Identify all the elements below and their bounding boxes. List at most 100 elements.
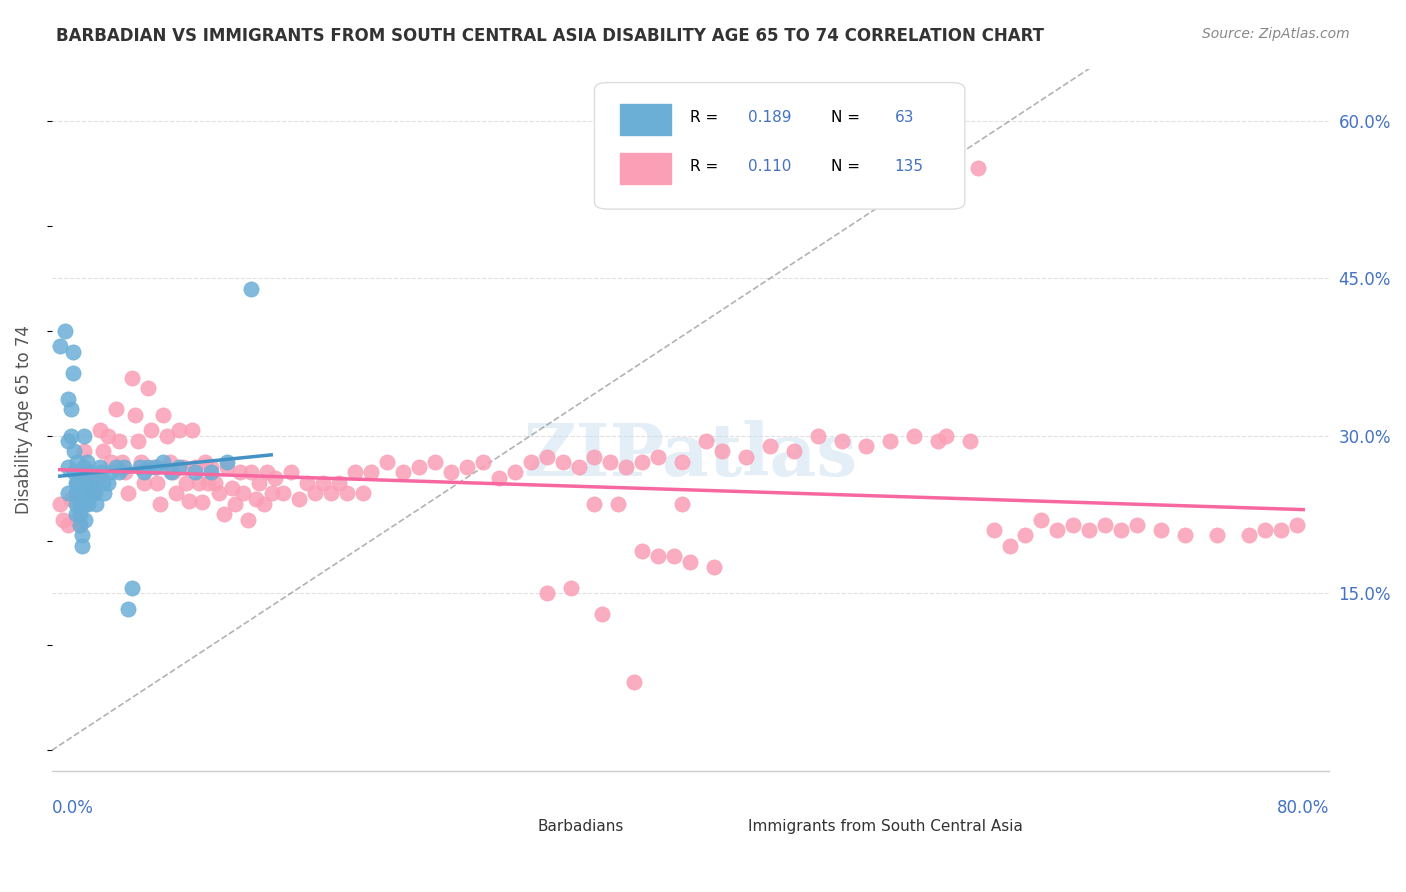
Point xyxy=(319,486,342,500)
Point xyxy=(67,466,90,480)
Point xyxy=(56,434,79,448)
Point xyxy=(139,424,162,438)
Point xyxy=(75,512,97,526)
Point xyxy=(200,466,222,480)
Point xyxy=(783,444,806,458)
Point xyxy=(1109,523,1132,537)
Point xyxy=(328,475,350,490)
Point xyxy=(65,486,87,500)
Point xyxy=(104,460,127,475)
Bar xyxy=(499,817,530,835)
Point xyxy=(79,466,101,480)
Point xyxy=(295,475,318,490)
Point xyxy=(59,491,82,506)
Point xyxy=(76,475,98,490)
Point xyxy=(48,339,70,353)
Point xyxy=(69,517,91,532)
Text: BARBADIAN VS IMMIGRANTS FROM SOUTH CENTRAL ASIA DISABILITY AGE 65 TO 74 CORRELAT: BARBADIAN VS IMMIGRANTS FROM SOUTH CENTR… xyxy=(56,27,1045,45)
Point xyxy=(208,486,231,500)
Point xyxy=(76,466,98,480)
Point xyxy=(1031,512,1053,526)
Point xyxy=(184,460,207,475)
Point xyxy=(70,539,93,553)
Point xyxy=(128,460,150,475)
Point xyxy=(169,424,191,438)
Point xyxy=(583,450,606,464)
Text: R =: R = xyxy=(690,160,724,175)
Point xyxy=(191,494,214,508)
Point xyxy=(52,512,75,526)
Point xyxy=(1062,517,1084,532)
Point xyxy=(69,517,91,532)
Point xyxy=(69,497,91,511)
Point xyxy=(695,434,717,448)
Point xyxy=(73,444,96,458)
Point xyxy=(392,466,415,480)
Bar xyxy=(620,153,671,185)
Point xyxy=(679,555,702,569)
Point xyxy=(240,466,263,480)
Bar xyxy=(703,817,735,835)
Point xyxy=(671,497,693,511)
Point xyxy=(959,434,981,448)
Point xyxy=(536,586,558,600)
Point xyxy=(66,475,89,490)
Point xyxy=(73,481,96,495)
Text: Immigrants from South Central Asia: Immigrants from South Central Asia xyxy=(748,819,1022,834)
Point xyxy=(260,486,283,500)
Point xyxy=(127,434,149,448)
Point xyxy=(288,491,311,506)
Point xyxy=(647,450,669,464)
Point xyxy=(129,455,152,469)
Point xyxy=(855,439,877,453)
Point xyxy=(91,475,114,490)
Point xyxy=(90,466,112,480)
Point xyxy=(519,455,541,469)
Point xyxy=(280,466,302,480)
Point xyxy=(65,497,87,511)
Point xyxy=(174,475,197,490)
Point xyxy=(807,428,830,442)
Point xyxy=(89,460,111,475)
Point xyxy=(200,460,222,475)
Point xyxy=(134,475,156,490)
Point xyxy=(879,434,901,448)
Point xyxy=(551,455,574,469)
Point xyxy=(599,455,621,469)
Point xyxy=(93,486,115,500)
Point xyxy=(336,486,359,500)
Point xyxy=(59,402,82,417)
Point xyxy=(423,455,446,469)
Point xyxy=(53,324,76,338)
Point xyxy=(117,601,139,615)
Point xyxy=(107,434,129,448)
Point xyxy=(70,528,93,542)
Point xyxy=(935,428,957,442)
Point xyxy=(456,460,478,475)
Point xyxy=(264,470,287,484)
Point xyxy=(375,455,398,469)
Point xyxy=(184,466,207,480)
Point xyxy=(408,460,430,475)
Point xyxy=(253,497,276,511)
Point xyxy=(165,486,187,500)
Point xyxy=(271,486,294,500)
Text: 80.0%: 80.0% xyxy=(1277,799,1329,817)
Point xyxy=(256,466,278,480)
Point xyxy=(121,371,143,385)
Point xyxy=(136,460,159,475)
Point xyxy=(488,470,510,484)
Point xyxy=(304,486,326,500)
Point xyxy=(217,460,239,475)
Point xyxy=(735,450,758,464)
Point xyxy=(56,517,79,532)
Point xyxy=(86,497,108,511)
Point xyxy=(117,486,139,500)
Point xyxy=(77,497,100,511)
Point xyxy=(583,497,606,511)
Point xyxy=(124,408,146,422)
Point xyxy=(204,475,226,490)
Text: Source: ZipAtlas.com: Source: ZipAtlas.com xyxy=(1202,27,1350,41)
Point xyxy=(591,607,613,621)
Point xyxy=(607,497,630,511)
